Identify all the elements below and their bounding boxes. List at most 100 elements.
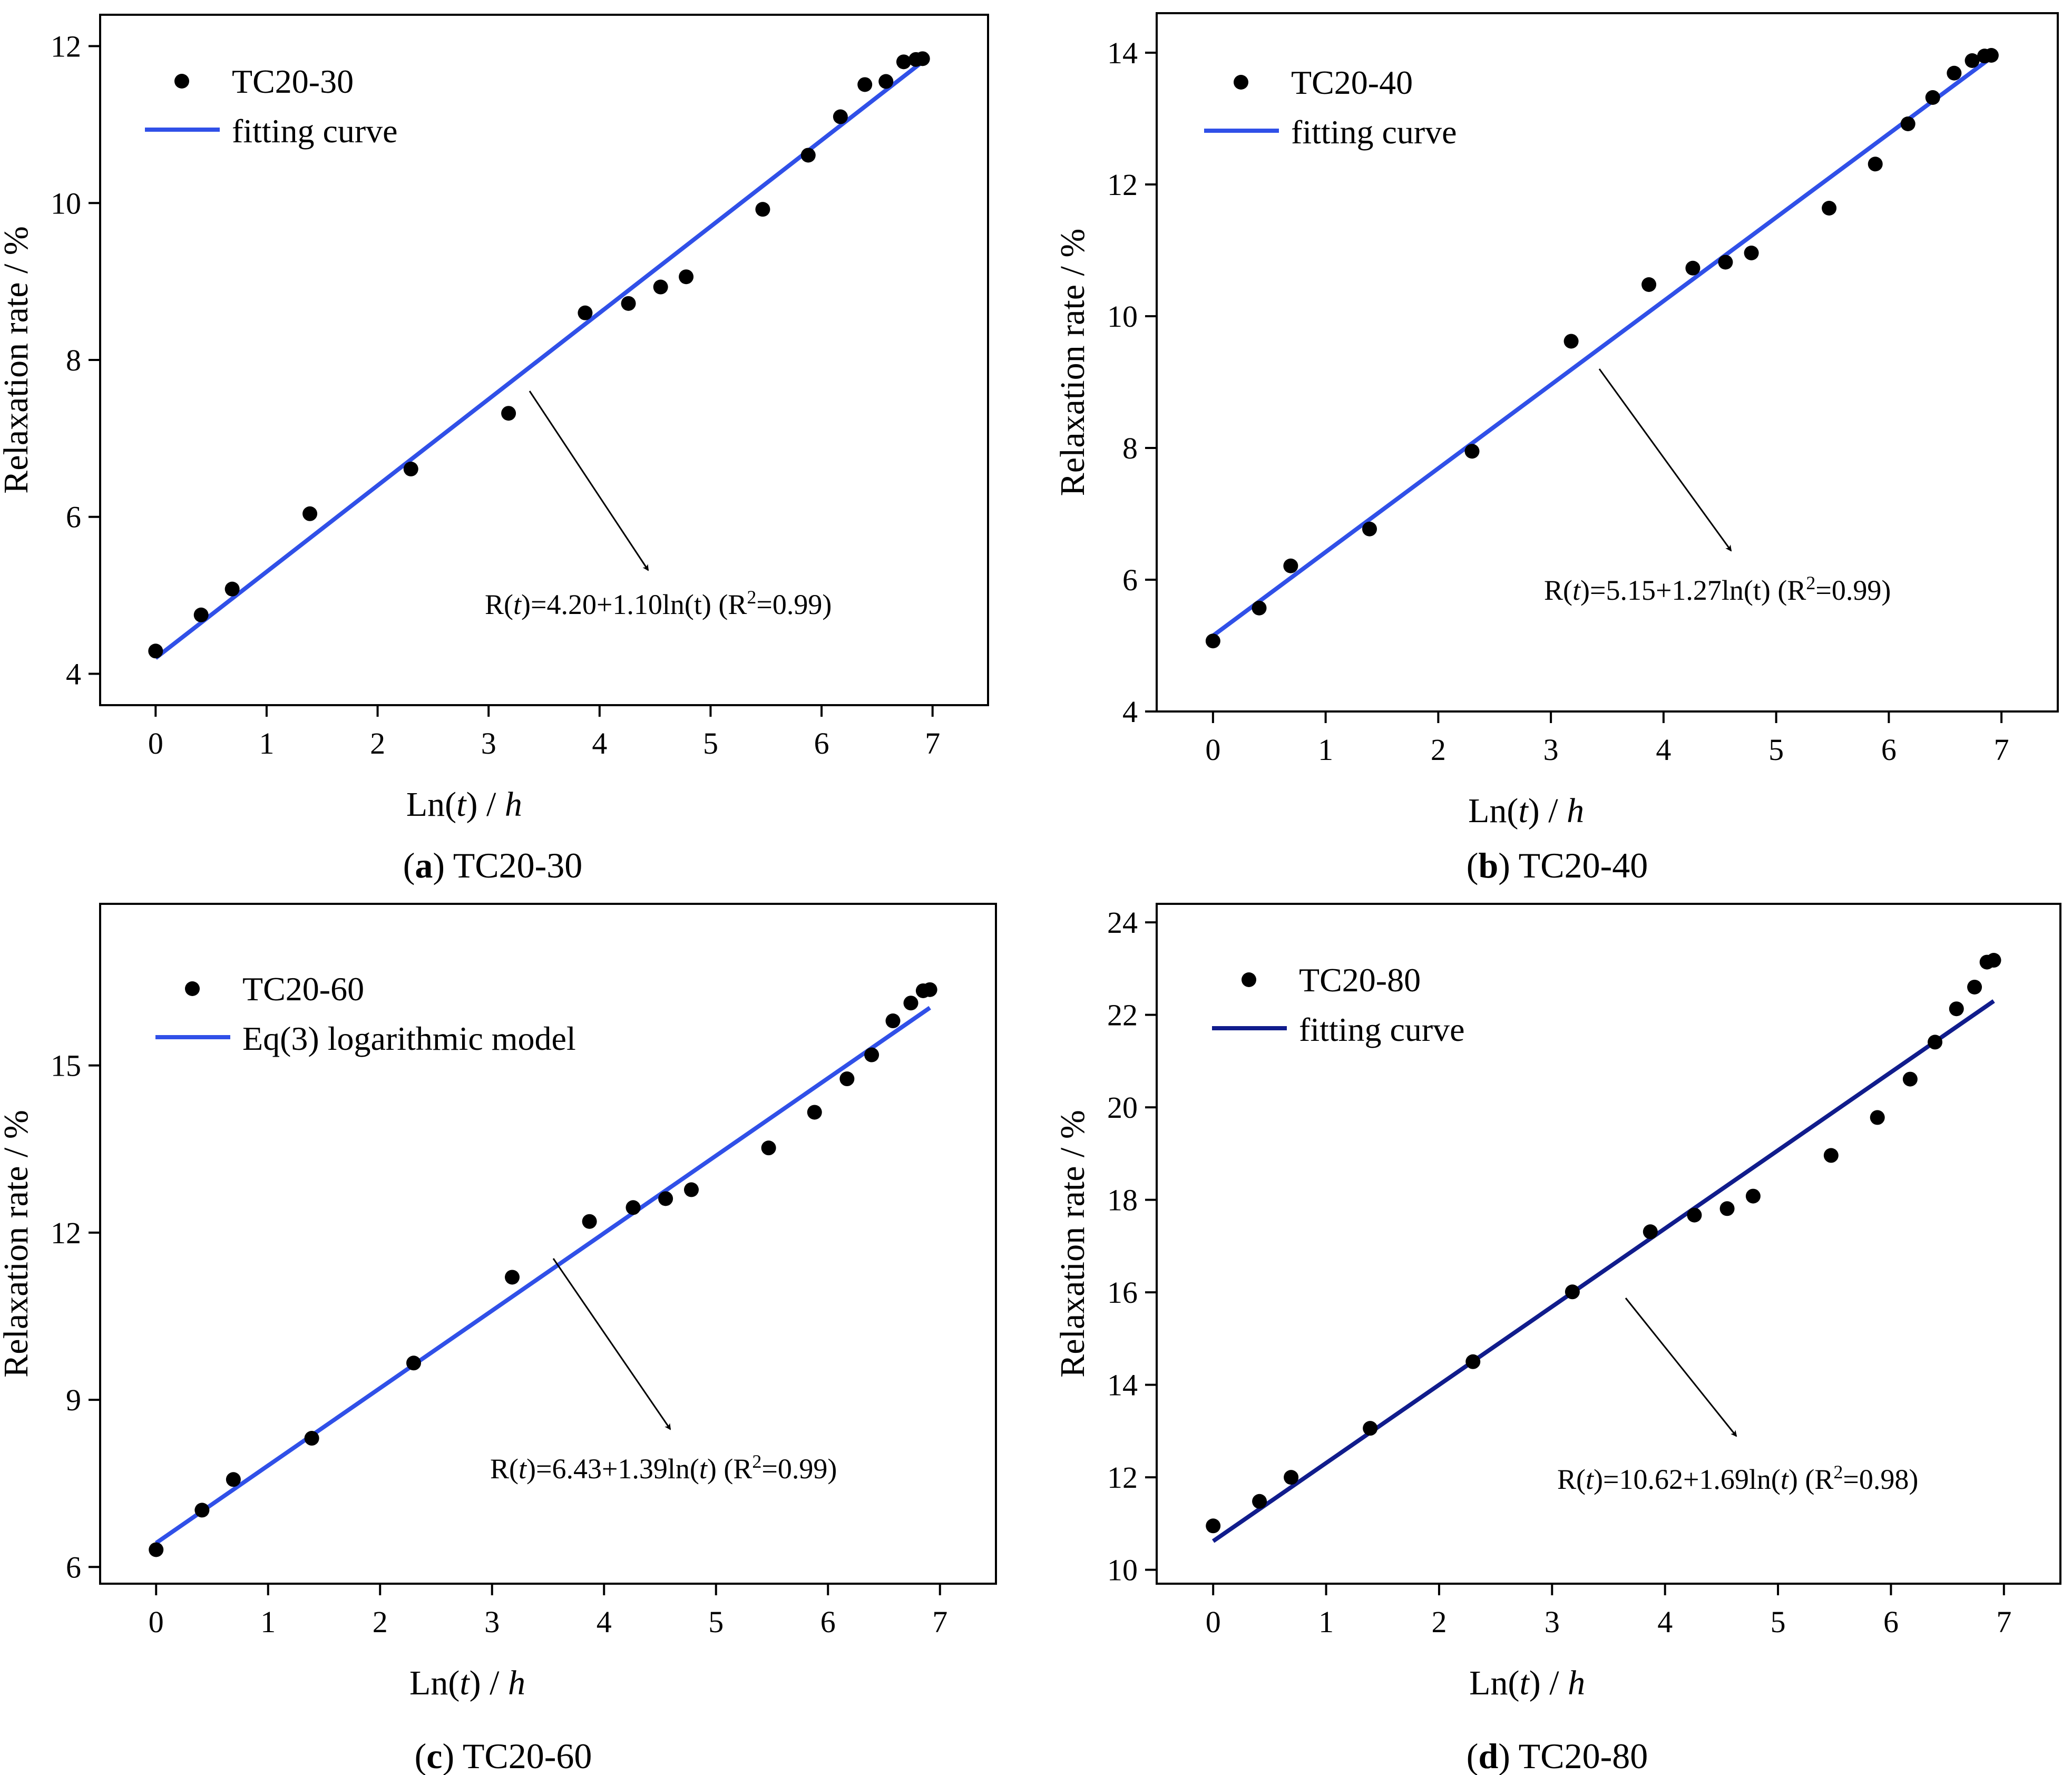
data-point	[1823, 1148, 1839, 1163]
data-point	[501, 406, 516, 421]
data-point	[1643, 1224, 1658, 1240]
data-point	[1928, 1035, 1943, 1050]
y-tick-label: 24	[1107, 905, 1138, 940]
x-tick-label: 0	[1206, 1605, 1221, 1639]
data-point	[1565, 1284, 1580, 1300]
x-tick-label: 3	[484, 1605, 500, 1639]
panel-caption: (d) TC20-80	[1467, 1736, 1648, 1775]
x-tick-label: 5	[1768, 733, 1784, 767]
y-tick-label: 16	[1107, 1275, 1138, 1310]
x-tick-label: 5	[708, 1605, 724, 1639]
plot-frame	[99, 903, 997, 1585]
data-point	[878, 74, 894, 89]
annotation-arrow	[1598, 368, 1732, 552]
y-axis-label: Relaxation rate / %	[1053, 1110, 1092, 1378]
data-point	[1685, 260, 1700, 276]
annotation-arrow	[1625, 1298, 1737, 1437]
equation-annotation: R(t)=5.15+1.27ln(t) (R2=0.99)	[1544, 572, 1891, 606]
fit-line	[154, 60, 924, 660]
y-tick-label: 14	[1107, 36, 1138, 70]
data-point	[1363, 1421, 1378, 1436]
data-point	[1283, 558, 1298, 573]
x-tick-label: 7	[925, 726, 940, 760]
y-axis-label: Relaxation rate / %	[0, 226, 35, 494]
data-point	[915, 51, 930, 66]
data-point	[1967, 979, 1982, 994]
x-tick-label: 6	[1883, 1605, 1899, 1639]
data-point	[1252, 600, 1267, 616]
annotation-arrow	[552, 1258, 671, 1430]
data-point	[224, 581, 240, 597]
x-tick-label: 3	[1543, 733, 1559, 767]
y-tick-label: 6	[1122, 563, 1138, 597]
plot-frame	[1156, 12, 2059, 713]
data-point	[922, 982, 937, 997]
x-tick-label: 4	[597, 1605, 612, 1639]
data-point	[578, 305, 593, 320]
y-tick-label: 12	[51, 1216, 81, 1250]
equation-annotation: R(t)=10.62+1.69ln(t) (R2=0.98)	[1557, 1461, 1918, 1495]
x-tick-label: 0	[1205, 733, 1220, 767]
panel-caption: (c) TC20-60	[415, 1736, 592, 1775]
x-tick-label: 5	[1771, 1605, 1786, 1639]
x-tick-label: 4	[1657, 1605, 1673, 1639]
y-tick-label: 22	[1107, 998, 1138, 1032]
x-tick-label: 6	[1881, 733, 1897, 767]
data-point	[625, 1200, 641, 1215]
data-point	[149, 1542, 164, 1557]
data-point	[1563, 334, 1579, 349]
annotation-arrow	[529, 391, 649, 571]
fit-line	[1211, 999, 1995, 1543]
legend-marker	[185, 981, 200, 996]
data-point	[1870, 1110, 1885, 1125]
data-point	[1822, 201, 1837, 216]
data-point	[193, 607, 209, 622]
data-point	[1362, 521, 1377, 537]
data-point	[406, 1355, 421, 1371]
y-tick-label: 15	[51, 1049, 81, 1083]
data-point	[1868, 157, 1883, 172]
y-axis-label: Relaxation rate / %	[1053, 229, 1092, 496]
x-tick-label: 7	[1994, 733, 2009, 767]
data-point	[1252, 1494, 1267, 1509]
x-tick-label: 2	[1431, 733, 1446, 767]
legend-label-points: TC20-30	[232, 63, 354, 100]
data-point	[761, 1140, 776, 1156]
legend-label-points: TC20-60	[242, 970, 364, 1008]
y-tick-label: 14	[1107, 1368, 1138, 1402]
x-axis-label: Ln(t) / h	[1468, 792, 1584, 830]
data-point	[1986, 953, 2001, 968]
data-point	[403, 461, 418, 476]
data-point	[1965, 53, 1980, 68]
data-point	[1206, 1518, 1221, 1534]
data-point	[885, 1013, 901, 1029]
data-point	[304, 1431, 319, 1446]
x-tick-label: 5	[703, 726, 718, 760]
y-tick-label: 10	[1107, 299, 1138, 334]
x-axis-label: Ln(t) / h	[409, 1664, 525, 1702]
x-tick-label: 6	[820, 1605, 836, 1639]
y-tick-label: 12	[51, 30, 81, 64]
y-tick-label: 9	[66, 1383, 81, 1417]
legend-marker	[1242, 972, 1256, 987]
data-point	[302, 506, 318, 521]
legend-label-line: fitting curve	[1291, 113, 1457, 151]
y-tick-label: 6	[66, 500, 81, 534]
legend-marker	[174, 74, 189, 89]
data-point	[1902, 1071, 1918, 1087]
data-point	[582, 1214, 597, 1229]
panel-caption: (a) TC20-30	[403, 845, 583, 885]
y-tick-label: 4	[66, 657, 81, 691]
data-point	[1718, 255, 1733, 270]
data-point	[1284, 1470, 1299, 1485]
data-point	[658, 1191, 673, 1206]
data-point	[684, 1182, 699, 1197]
fit-line	[1211, 56, 1993, 638]
y-tick-label: 8	[66, 343, 81, 377]
data-point	[226, 1472, 241, 1487]
x-tick-label: 1	[260, 1605, 276, 1639]
